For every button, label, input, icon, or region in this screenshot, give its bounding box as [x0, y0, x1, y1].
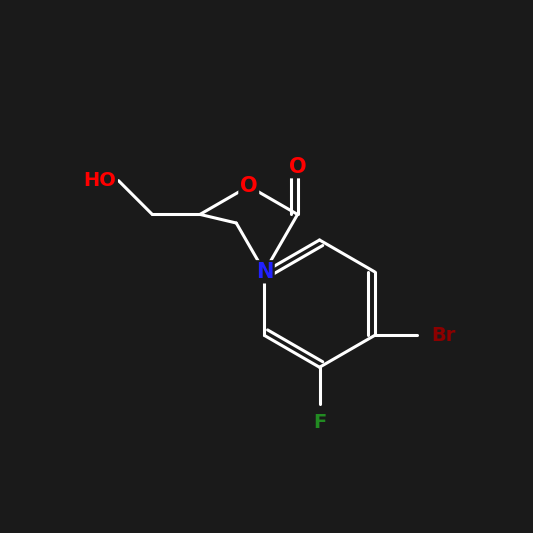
Text: HO: HO	[84, 171, 116, 190]
Text: O: O	[240, 176, 257, 196]
Text: O: O	[289, 157, 306, 176]
Text: N: N	[256, 262, 273, 282]
Text: F: F	[313, 414, 326, 432]
Text: Br: Br	[431, 326, 456, 345]
